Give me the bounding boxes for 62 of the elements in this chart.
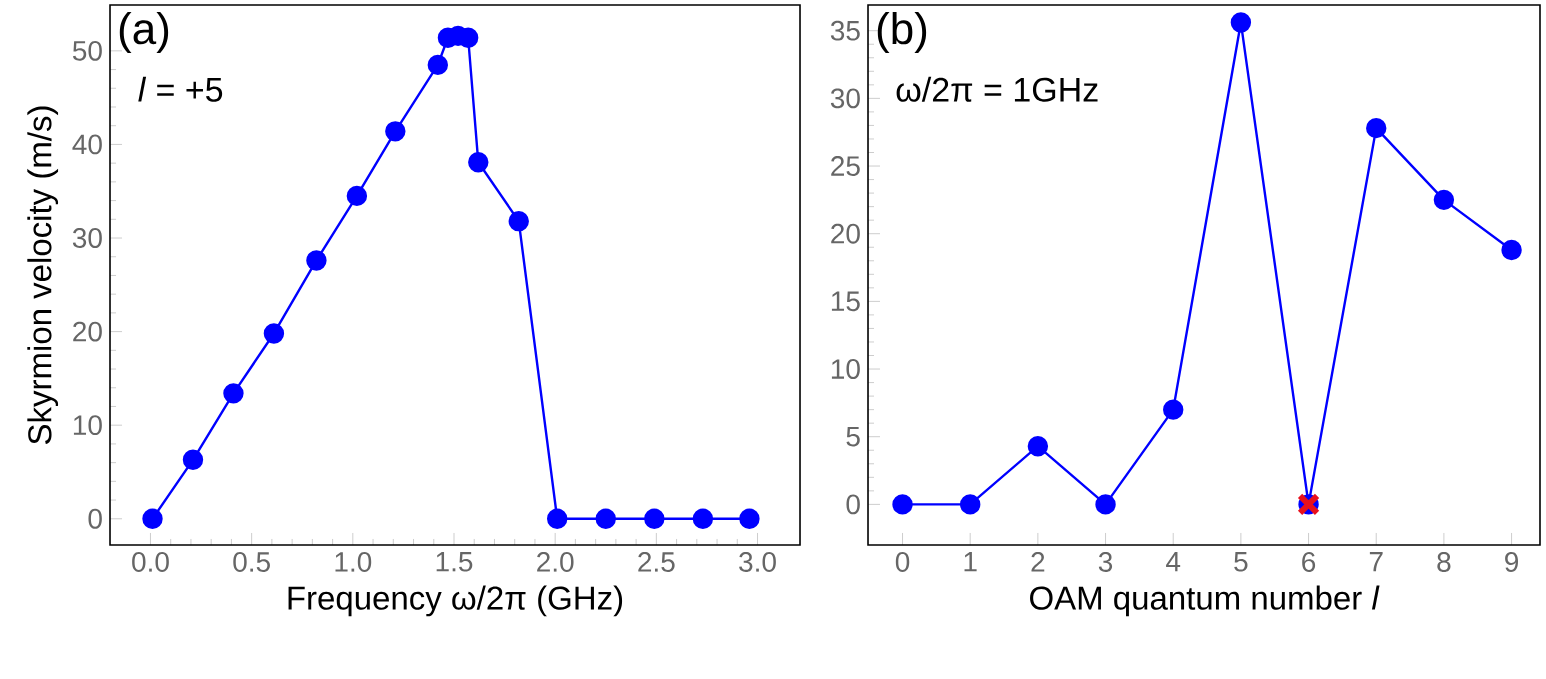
annotation: l = +5 <box>138 76 223 102</box>
x-tick-label: 2.0 <box>537 552 574 572</box>
x-tick-label: 2 <box>1031 552 1045 572</box>
y-tick-label: 5 <box>846 426 860 447</box>
point <box>692 508 714 529</box>
point <box>306 250 327 271</box>
point <box>1501 239 1522 261</box>
x-tick-label: 2.5 <box>638 552 675 572</box>
x-tick-label: 1.0 <box>335 552 372 572</box>
y-tick-label: 50 <box>72 40 102 61</box>
point <box>142 508 163 529</box>
point <box>182 449 204 471</box>
y-tick-label: 20 <box>73 321 102 342</box>
y-tick-label: 20 <box>831 223 860 244</box>
y-tick-label: 15 <box>831 291 860 312</box>
y-tick-label: 10 <box>73 415 102 436</box>
point <box>263 323 285 344</box>
x-tick-label: 1.5 <box>436 552 473 572</box>
y-tick-label: 40 <box>72 134 102 155</box>
point <box>346 185 368 207</box>
y-tick-label: 25 <box>831 156 860 176</box>
x-tick-label: 6 <box>1302 552 1316 572</box>
x-tick-label: 8 <box>1437 552 1451 572</box>
point <box>1366 117 1387 139</box>
point <box>1433 189 1455 211</box>
point <box>959 494 981 515</box>
y-tick-label: 0 <box>846 494 860 515</box>
x-tick-label: 3 <box>1098 552 1113 572</box>
point <box>546 508 568 529</box>
point <box>892 494 913 515</box>
x-tick-label: 0.0 <box>132 552 169 572</box>
x-tick-label: 7 <box>1369 552 1383 572</box>
y-tick-label: 30 <box>830 88 860 109</box>
point <box>1095 494 1116 515</box>
point <box>468 152 489 173</box>
x-tick-label: 0.5 <box>233 552 270 572</box>
x-tick-label: 0 <box>895 552 910 572</box>
point <box>595 508 616 529</box>
x-tick-label: 1 <box>964 552 977 572</box>
x-axis-title: Frequency ω/2π (GHz) <box>288 585 623 617</box>
x-tick-label: 9 <box>1505 552 1519 572</box>
point <box>385 121 406 142</box>
point <box>427 54 449 76</box>
point <box>1027 435 1049 457</box>
y-tick-label: 0 <box>88 508 102 529</box>
y-axis-title: Skyrmion velocity (m/s) <box>27 106 59 444</box>
x-axis-title: OAM quantum number l <box>1030 585 1380 617</box>
x-tick-label: 3.0 <box>739 552 776 572</box>
annotation: (a) <box>119 12 169 54</box>
x-tick-label: 5 <box>1234 552 1248 572</box>
x-tick-label: 4 <box>1166 552 1181 572</box>
point <box>1163 399 1184 420</box>
point <box>223 383 244 404</box>
y-tick-label: 35 <box>830 20 860 41</box>
annotation: (b) <box>877 12 927 54</box>
point <box>644 508 665 529</box>
point <box>1230 12 1252 33</box>
y-tick-label: 10 <box>831 359 860 379</box>
point <box>739 508 760 529</box>
y-tick-label: 30 <box>72 228 102 248</box>
annotation: ω/2π = 1GHz <box>896 76 1098 102</box>
point <box>508 210 529 232</box>
